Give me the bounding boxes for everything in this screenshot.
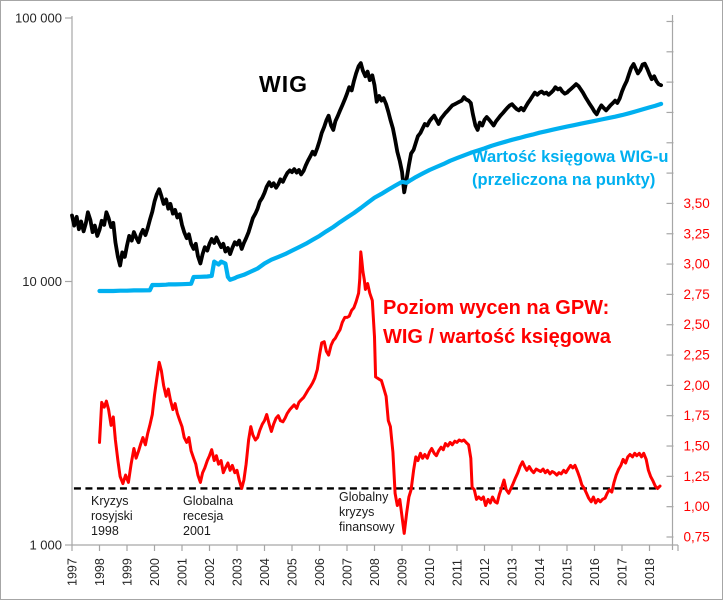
annotation-russian-crisis-1998: Kryzys rosyjski 1998: [91, 494, 133, 539]
x-axis-year-label: 2010: [423, 558, 437, 586]
wig-series-label: WIG: [259, 71, 308, 97]
annotation-text-line: rosyjski: [91, 509, 133, 523]
x-axis-year-label: 2011: [451, 559, 465, 586]
annotation-text-line: Globalny: [339, 490, 389, 504]
left-axis-tick-label: 1 000: [29, 538, 62, 553]
x-axis-year-label: 2017: [616, 558, 630, 586]
x-axis-year-label: 2015: [561, 558, 575, 586]
ratio-label-line2: WIG / wartość księgowa: [383, 326, 611, 348]
x-axis-year-label: 2018: [643, 558, 657, 586]
right-axis-tick-label: 2,00: [684, 378, 710, 393]
x-axis-year-label: 2004: [258, 558, 272, 586]
x-axis-year-label: 2008: [368, 558, 382, 586]
book-value-line-series: [97, 101, 664, 294]
x-axis-year-label: 2012: [478, 558, 492, 586]
annotation-text-line: Kryzys: [91, 494, 129, 508]
book-value-label-line2: (przeliczona na punkty): [472, 171, 656, 189]
x-axis-year-label: 2006: [313, 558, 327, 586]
right-axis-tick-label: 1,00: [684, 499, 710, 514]
ratio-label-line1: Poziom wycen na GPW:: [383, 297, 610, 319]
x-axis-year-label: 1998: [93, 558, 107, 586]
x-axis-year-label: 2002: [203, 558, 217, 586]
x-axis-year-label: 2007: [341, 558, 355, 586]
right-axis-tick-label: 2,75: [684, 287, 710, 302]
x-axis-year-label: 2005: [286, 558, 300, 586]
annotation-text-line: finansowy: [339, 520, 395, 534]
right-axis-tick-label: 1,25: [684, 469, 710, 484]
right-axis-tick-label: 3,50: [684, 196, 710, 211]
annotation-text-line: recesja: [183, 509, 224, 523]
right-axis-tick-label: 1,50: [684, 439, 710, 454]
x-axis-year-label: 2014: [533, 558, 547, 586]
book-value-label-line1: Wartość księgowa WIG-u: [472, 148, 669, 166]
annotation-text-line: kryzys: [339, 505, 375, 519]
right-axis-tick-label: 2,25: [684, 348, 710, 363]
valuation-ratio-series-label: Poziom wycen na GPW: WIG / wartość księg…: [383, 294, 611, 352]
right-axis-tick-label: 2,50: [684, 317, 710, 332]
x-axis-year-label: 1999: [121, 558, 135, 586]
left-axis-tick-label: 100 000: [15, 11, 62, 26]
x-axis-year-label: 2001: [176, 558, 190, 586]
right-axis-tick-label: 3,00: [684, 257, 710, 272]
x-axis-year-label: 2013: [506, 558, 520, 586]
x-axis-year-label: 2009: [396, 558, 410, 586]
annotation-global-financial-crisis: Globalny kryzys finansowy: [339, 490, 395, 535]
x-axis-year-label: 2003: [231, 558, 245, 586]
wig-line-series: [70, 61, 663, 268]
annotation-text-line: 1998: [91, 524, 119, 538]
valuation-ratio-line-series: [98, 250, 662, 535]
x-axis-year-label: 1997: [66, 558, 80, 586]
right-axis-tick-label: 3,25: [684, 226, 710, 241]
book-value-series-label: Wartość księgowa WIG-u (przeliczona na p…: [472, 146, 669, 192]
annotation-text-line: Globalna: [183, 494, 234, 508]
left-axis-tick-label: 10 000: [22, 274, 62, 289]
x-axis-year-label: 2000: [148, 558, 162, 586]
x-axis-year-label: 2016: [588, 558, 602, 586]
right-axis-tick-label: 1,75: [684, 408, 710, 423]
right-axis-tick-label: 0,75: [684, 530, 710, 545]
annotation-global-recession-2001: Globalna recesja 2001: [183, 494, 233, 539]
annotation-text-line: 2001: [183, 524, 211, 538]
